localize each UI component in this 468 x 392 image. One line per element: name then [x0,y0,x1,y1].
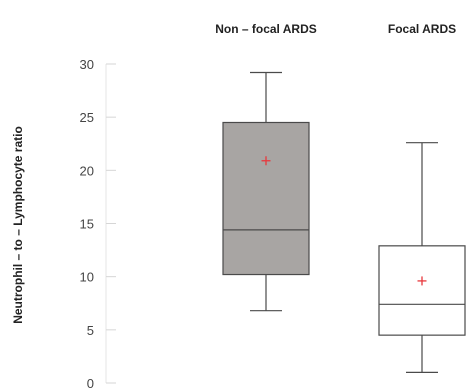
box-group [223,73,309,311]
y-tick-label: 25 [80,110,94,125]
group-labels: Non – focal ARDS Focal ARDS [215,22,456,36]
y-axis-title: Neutrophil – to – Lymphocyte ratio [11,126,25,324]
y-tick-label: 15 [80,217,94,232]
boxes [223,73,465,373]
y-tick-label: 20 [80,163,94,178]
group-label-non-focal: Non – focal ARDS [215,22,317,36]
y-tick-label: 5 [87,323,94,338]
y-tick-label: 10 [80,270,94,285]
y-axis-ticks: 0 5 10 15 20 25 30 [80,57,116,391]
y-tick-label: 0 [87,376,94,391]
box-iqr [379,246,465,335]
group-label-focal: Focal ARDS [388,22,456,36]
box-iqr [223,122,309,274]
y-tick-label: 30 [80,57,94,72]
box-group [379,143,465,373]
